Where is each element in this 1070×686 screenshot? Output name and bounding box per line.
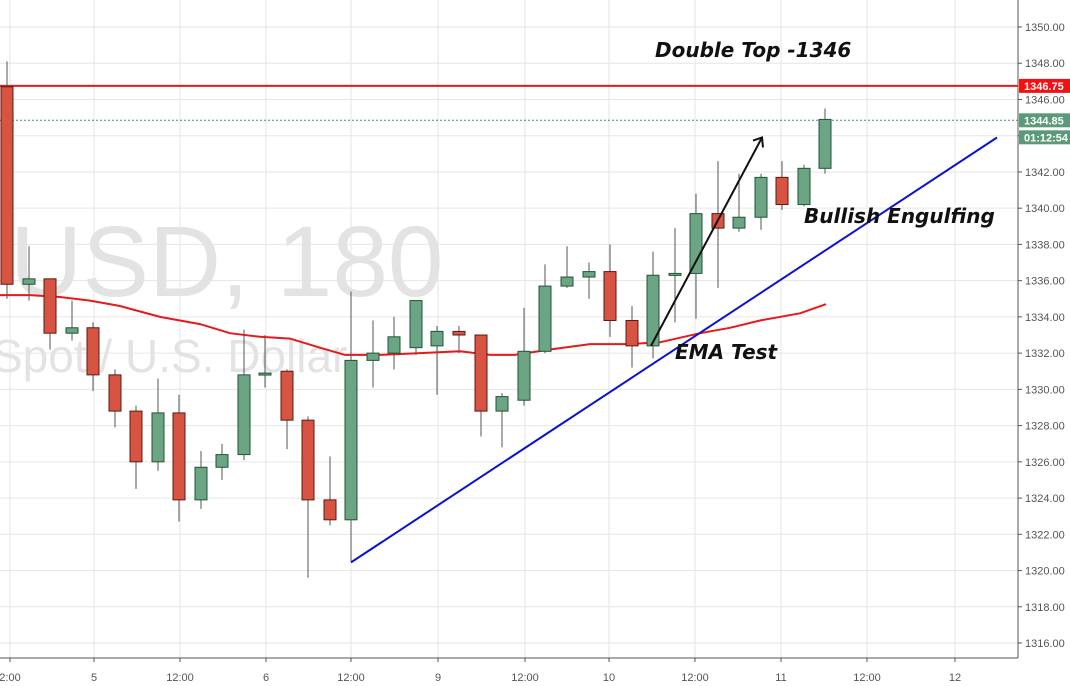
candle bbox=[818, 108, 832, 174]
time-axis[interactable]: 2:00 5 12:00 6 12:00 9 12:00 10 12:00 11 12:00 12 bbox=[0, 657, 1018, 684]
candle bbox=[430, 325, 444, 395]
candle bbox=[517, 307, 531, 406]
y-tick-label: 1316.00 bbox=[1025, 638, 1065, 650]
y-tick-label: 1328.00 bbox=[1025, 421, 1065, 433]
price-tags: 1346.75 1344.85 01:12:54 bbox=[1019, 78, 1070, 145]
candle bbox=[194, 450, 208, 509]
candle bbox=[797, 164, 811, 207]
svg-text:01:12:54: 01:12:54 bbox=[1024, 132, 1069, 144]
x-tick-label: 12:00 bbox=[681, 672, 709, 684]
candle bbox=[22, 246, 36, 301]
candle bbox=[151, 378, 165, 471]
x-tick-label: 11 bbox=[775, 672, 786, 684]
candle bbox=[689, 193, 703, 319]
price-tag: 1346.75 bbox=[1019, 78, 1070, 93]
candle bbox=[495, 392, 509, 448]
candle bbox=[409, 300, 423, 355]
price-tag: 1344.85 bbox=[1019, 113, 1070, 128]
y-tick-label: 1320.00 bbox=[1025, 566, 1065, 578]
candle bbox=[86, 322, 100, 392]
y-tick-label: 1332.00 bbox=[1025, 348, 1065, 360]
candle bbox=[646, 251, 660, 359]
candle bbox=[172, 394, 186, 522]
annotation-label: EMA Test bbox=[675, 340, 779, 364]
x-tick-label: 5 bbox=[91, 672, 97, 684]
arrow[interactable] bbox=[650, 137, 763, 347]
candle bbox=[538, 264, 552, 354]
watermark-description: Spot / U.S. Dollar bbox=[0, 330, 347, 382]
candle bbox=[0, 61, 14, 299]
y-tick-label: 1324.00 bbox=[1025, 493, 1065, 505]
candle bbox=[603, 244, 617, 337]
price-axis[interactable]: 1316.00 1318.00 1320.00 1322.00 1324.00 1326.… bbox=[1017, 0, 1065, 658]
y-tick-label: 1350.00 bbox=[1025, 22, 1065, 34]
y-tick-label: 1322.00 bbox=[1025, 529, 1065, 541]
candle bbox=[754, 173, 768, 230]
y-tick-label: 1334.00 bbox=[1025, 312, 1065, 324]
candlestick-series bbox=[0, 61, 832, 578]
x-tick-label: 10 bbox=[603, 672, 615, 684]
y-tick-label: 1318.00 bbox=[1025, 602, 1065, 614]
candle bbox=[732, 173, 746, 232]
chart-grid bbox=[0, 0, 1018, 658]
candle bbox=[237, 329, 251, 461]
ema-polyline bbox=[0, 294, 827, 356]
x-tick-label: 9 bbox=[435, 672, 441, 684]
x-tick-label: 6 bbox=[263, 672, 269, 684]
candle bbox=[344, 291, 358, 562]
support-trendline[interactable] bbox=[350, 136, 998, 564]
annotation-label: Double Top -1346 bbox=[655, 38, 851, 62]
candle bbox=[668, 228, 682, 323]
y-tick-label: 1338.00 bbox=[1025, 239, 1065, 251]
arrow-head-icon bbox=[752, 136, 764, 148]
y-tick-label: 1340.00 bbox=[1025, 203, 1065, 215]
trendlines[interactable] bbox=[350, 136, 998, 564]
svg-text:1346.75: 1346.75 bbox=[1024, 81, 1064, 93]
x-tick-label: 12:00 bbox=[166, 672, 194, 684]
y-tick-label: 1330.00 bbox=[1025, 384, 1065, 396]
annotation-label: Bullish Engulfing bbox=[804, 204, 995, 228]
candle bbox=[582, 262, 596, 299]
candle bbox=[625, 306, 639, 368]
y-tick-label: 1342.00 bbox=[1025, 167, 1065, 179]
candle bbox=[108, 369, 122, 428]
x-tick-label: 12:00 bbox=[511, 672, 539, 684]
watermark-symbol: USD, 180 bbox=[10, 206, 444, 318]
candle bbox=[301, 416, 315, 578]
candle bbox=[65, 300, 79, 341]
candle bbox=[366, 320, 380, 388]
candle bbox=[711, 161, 725, 288]
ema-line bbox=[0, 294, 827, 356]
svg-text:1344.85: 1344.85 bbox=[1024, 115, 1064, 127]
x-tick-label: 12 bbox=[949, 672, 961, 684]
annotations: Double Top -1346 Bullish Engulfing EMA Tes… bbox=[655, 38, 995, 364]
candle bbox=[452, 325, 466, 354]
candle bbox=[387, 316, 401, 370]
candle bbox=[474, 334, 488, 437]
x-tick-label: 12:00 bbox=[337, 672, 365, 684]
y-tick-label: 1326.00 bbox=[1025, 457, 1065, 469]
candle bbox=[43, 278, 57, 350]
candle bbox=[560, 246, 574, 288]
candle bbox=[215, 443, 229, 480]
candle bbox=[323, 456, 337, 526]
x-tick-label: 2:00 bbox=[0, 672, 21, 684]
candle bbox=[775, 161, 789, 210]
y-tick-label: 1346.00 bbox=[1025, 94, 1065, 106]
candle bbox=[258, 335, 272, 388]
candle bbox=[280, 369, 294, 450]
candle bbox=[129, 405, 143, 490]
horizontal-lines[interactable] bbox=[0, 84, 1018, 121]
x-tick-label: 12:00 bbox=[853, 672, 881, 684]
price-tag: 01:12:54 bbox=[1019, 130, 1070, 145]
y-tick-label: 1336.00 bbox=[1025, 276, 1065, 288]
y-tick-label: 1348.00 bbox=[1025, 58, 1065, 70]
